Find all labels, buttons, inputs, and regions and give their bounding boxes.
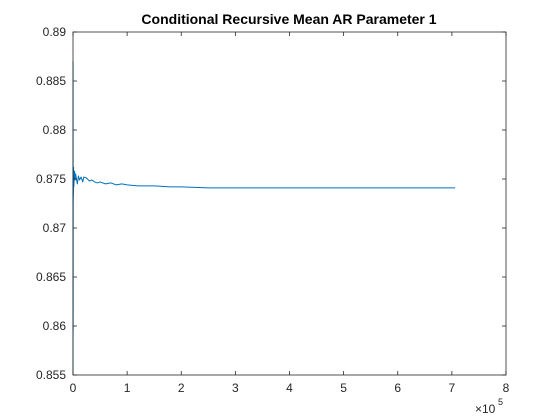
x-tick-label: 7 bbox=[449, 381, 456, 395]
x-exponent-power: 5 bbox=[498, 397, 503, 407]
x-tick-label: 6 bbox=[394, 381, 401, 395]
tick-layer: 0 1 2 3 4 5 6 7 8 0.855 0.86 0.865 0.87 0.875 0.88 0.88… bbox=[36, 25, 510, 395]
x-tick-label: 3 bbox=[232, 381, 239, 395]
series-layer bbox=[72, 60, 456, 376]
y-tick-label: 0.86 bbox=[43, 319, 67, 333]
y-tick-label: 0.865 bbox=[36, 270, 66, 284]
y-tick-label: 0.855 bbox=[36, 368, 66, 382]
y-tick-label: 0.88 bbox=[43, 123, 67, 137]
x-exponent-base: ×10 bbox=[475, 402, 496, 416]
chart-title: Conditional Recursive Mean AR Parameter … bbox=[141, 11, 436, 27]
x-tick-label: 1 bbox=[124, 381, 131, 395]
x-tick-label: 0 bbox=[70, 381, 77, 395]
x-tick-label: 2 bbox=[178, 381, 185, 395]
y-tick-label: 0.89 bbox=[43, 25, 67, 39]
y-tick-label: 0.87 bbox=[43, 221, 67, 235]
x-tick-label: 8 bbox=[503, 381, 510, 395]
x-tick-label: 4 bbox=[286, 381, 293, 395]
x-tick-label: 5 bbox=[340, 381, 347, 395]
series-line bbox=[72, 60, 456, 376]
y-tick-label: 0.875 bbox=[36, 172, 66, 186]
y-tick-label: 0.885 bbox=[36, 74, 66, 88]
axes-background bbox=[73, 32, 506, 375]
